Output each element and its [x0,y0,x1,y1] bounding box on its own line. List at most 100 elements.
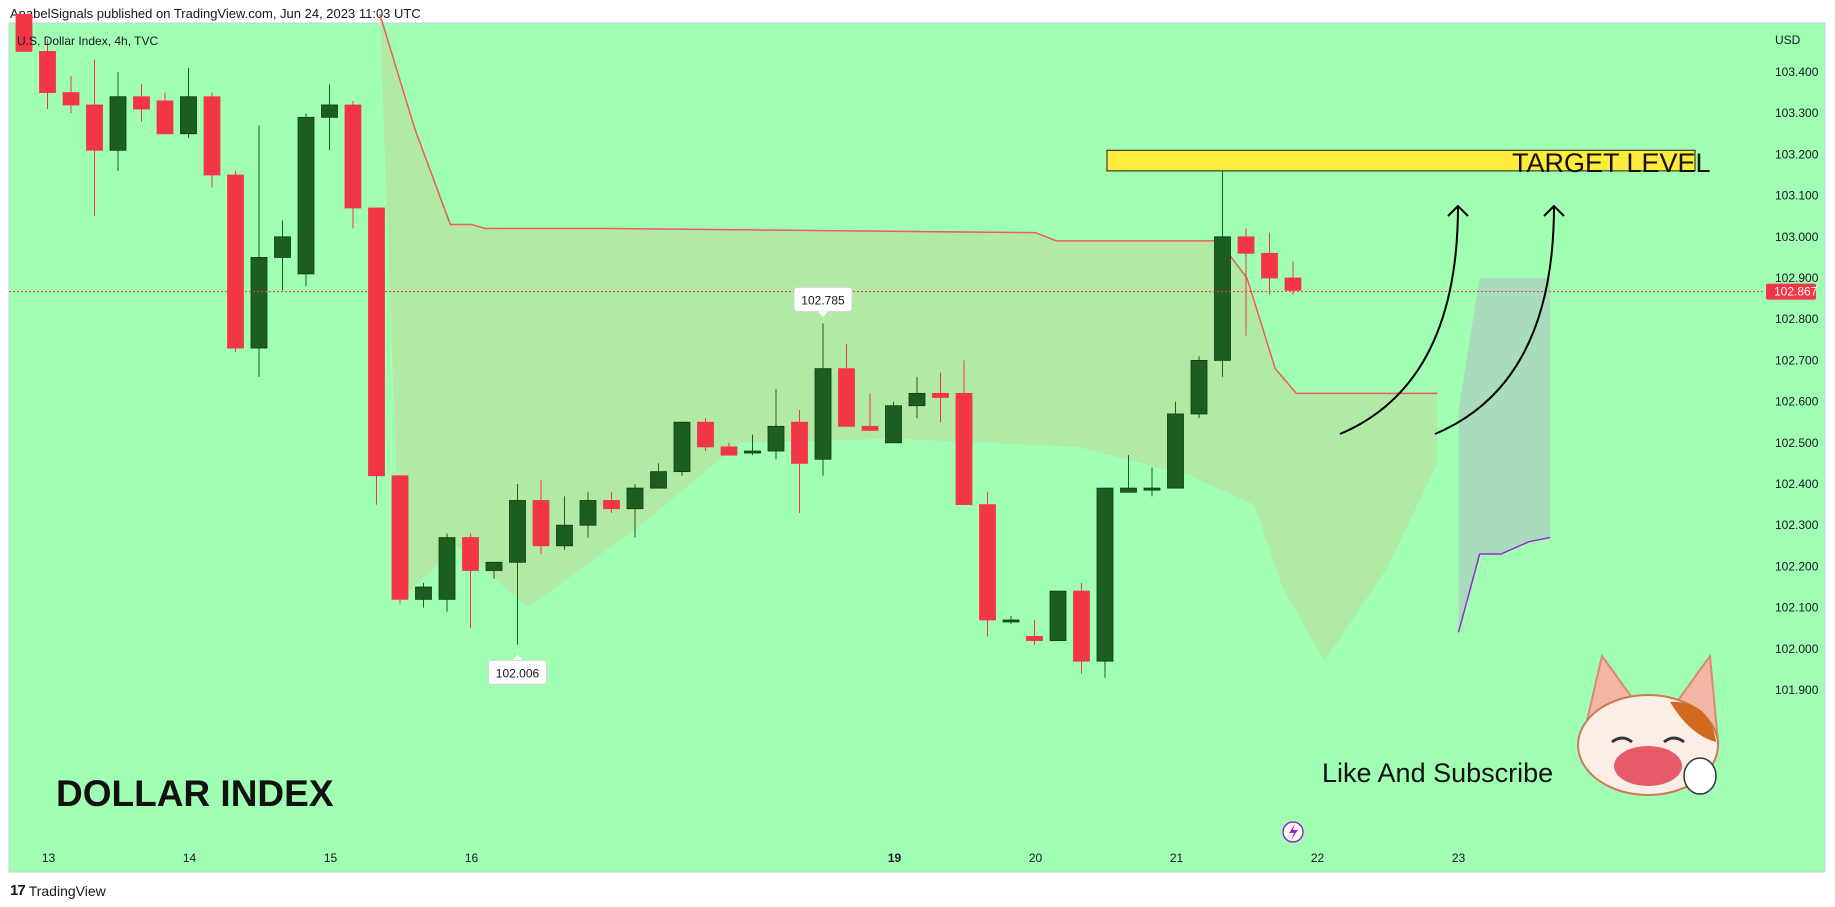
candle [297,113,315,287]
candle-body [556,524,573,547]
x-tick-label: 16 [465,851,479,865]
candle [626,484,644,538]
y-tick-label: 102.800 [1775,312,1819,326]
candle [744,434,761,456]
target-arrow [1339,205,1459,435]
x-tick-label: 19 [888,851,902,865]
candle [697,418,714,452]
candle-body [438,537,456,600]
candle-body [1190,359,1208,415]
candle [62,76,80,114]
band-upper-line [379,14,1438,395]
x-tick-label: 14 [183,851,197,865]
candle [979,492,996,637]
symbol-label: U.S. Dollar Index, 4h, TVC [17,34,159,48]
candle [1190,356,1208,419]
subscribe-text: Like And Subscribe [1322,758,1553,788]
x-tick-label: 23 [1452,851,1466,865]
price-axis[interactable]: USD 103.400 103.300 103.200 103.100 103.000 10… [1766,33,1819,697]
lightning-icon-bolt [1289,824,1298,840]
candle-body [86,104,103,151]
projection-lower-line [1457,536,1551,633]
candle [579,492,597,538]
target-zone[interactable] [1106,149,1696,172]
candle [1049,590,1067,641]
candle [203,92,221,188]
candle [415,582,432,608]
y-tick-label: 102.200 [1775,559,1819,573]
candle-body [1214,236,1231,361]
candle-body [133,96,150,110]
candle-body [156,100,174,135]
time-axis[interactable]: 131415161920212223262728 [42,851,1835,865]
candle [391,475,409,604]
y-tick-label: 103.100 [1775,189,1819,203]
candle-body [62,92,80,106]
candle-body [603,500,620,510]
candle [109,72,127,171]
candle-body [767,425,785,452]
candle [650,463,667,489]
candle-body [955,392,973,505]
y-tick-label: 102.600 [1775,395,1819,409]
candle-body [415,586,432,600]
cat-mascot-icon [1577,653,1720,796]
candle-body [1096,487,1114,662]
candle-body [368,207,385,477]
low-callout-pointer [512,654,523,661]
candle [932,372,949,423]
candle [767,389,785,460]
candle-body [1002,619,1020,623]
y-tick-label: 102.500 [1775,436,1819,450]
candle [344,100,362,229]
candle [250,125,268,377]
candle-body [1143,487,1161,491]
candle-body [180,96,197,135]
candle [1026,619,1043,645]
low-callout-label: 102.006 [496,666,540,680]
high-callout-label: 102.785 [801,293,845,307]
currency-label: USD [1775,33,1801,47]
target-arrow [1434,205,1555,435]
candle-body [462,537,479,571]
tradingview-logo: 17 [10,882,26,899]
candle [156,92,174,135]
candle [838,343,855,427]
high-callout-pointer [818,311,828,318]
x-tick-label: 13 [42,851,56,865]
publisher-header: AnabelSignals published on TradingView.c… [10,6,421,21]
candle [180,67,197,138]
y-tick-label: 103.200 [1775,147,1819,161]
y-tick-label: 103.000 [1775,230,1819,244]
tradingview-brand: TradingView [28,882,106,899]
candle [368,207,385,505]
y-tick-label: 101.900 [1775,683,1819,697]
target-arrow-head [1447,204,1469,217]
candle-body [720,446,738,456]
y-tick-label: 102.100 [1775,601,1819,615]
y-tick-label: 103.400 [1775,65,1819,79]
candle [1284,261,1302,295]
candle-body [344,104,362,209]
chart-frame [8,22,1826,873]
candle-body [1284,277,1302,291]
footer[interactable]: 17 TradingView [10,882,106,899]
y-tick-label: 102.900 [1775,271,1819,285]
candle-body [485,561,503,571]
candle-body [509,500,526,563]
candle-body [15,13,33,52]
candle-body [861,425,879,431]
candle-body [1073,590,1090,662]
candle [908,376,926,419]
candle [86,59,103,217]
candle-body [908,392,926,407]
candle-body [579,500,597,526]
candle-body [1120,487,1137,493]
target-level-text: TARGET LEVEL [1512,148,1711,178]
y-tick-label: 102.300 [1775,518,1819,532]
candle [1167,401,1184,489]
chart-title: DOLLAR INDEX [56,773,334,814]
candle-body [532,500,550,547]
cat-paw [1683,757,1717,795]
